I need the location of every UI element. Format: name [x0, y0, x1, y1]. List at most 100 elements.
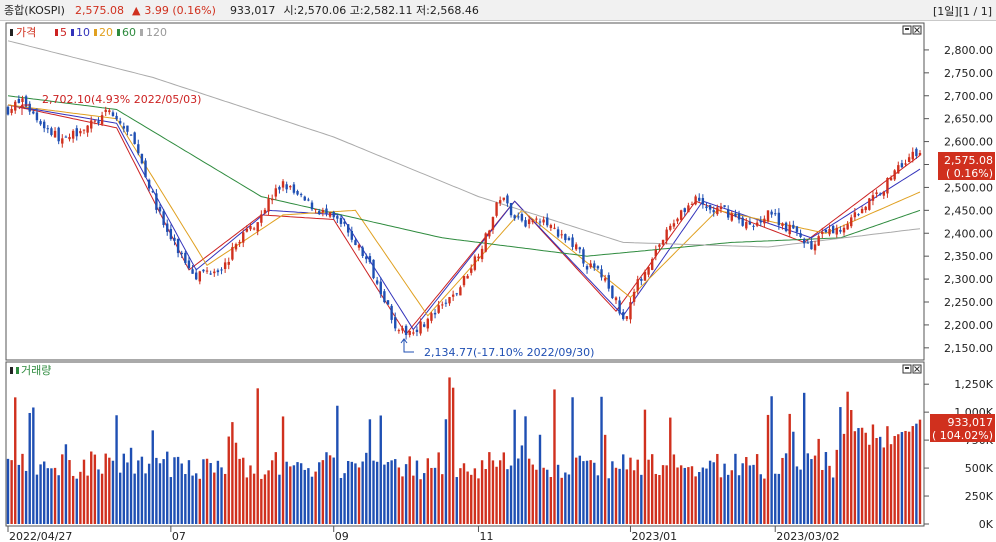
volume-bar [444, 419, 448, 524]
stock-chart[interactable]: 가격 5 10 20 60 120 거래량 2,702.10(4.93% 202… [0, 21, 996, 542]
candle-body [763, 218, 766, 224]
volume-bar [274, 452, 278, 524]
candle-body [383, 291, 386, 303]
candle-body [339, 217, 343, 224]
candle-body [32, 111, 35, 114]
candle-body [813, 244, 817, 251]
volume-bar [270, 460, 274, 524]
candle-body [368, 256, 372, 262]
volume-bar [459, 468, 462, 524]
volume-bar [368, 419, 372, 524]
candle-body [860, 208, 864, 214]
candle-body [466, 275, 469, 279]
candle-body [296, 191, 299, 195]
candle-body [394, 317, 397, 329]
volume-bar [14, 397, 17, 524]
candle-body [140, 153, 144, 164]
candle-body [878, 193, 882, 195]
candle-body [824, 229, 828, 233]
candle-body [126, 125, 129, 132]
volume-bar [50, 468, 53, 524]
candle-body [437, 305, 440, 313]
volume-bar [361, 461, 364, 524]
volume-bar [802, 392, 806, 524]
volume-bar [332, 457, 335, 524]
candle-body [495, 202, 498, 216]
legend-ma20: 20 [99, 26, 113, 39]
candle-body [408, 330, 411, 335]
volume-bar [90, 451, 93, 524]
y-tick-label: 2,250.00 [944, 296, 993, 309]
candle-body [470, 268, 473, 273]
volume-bar [654, 473, 658, 524]
candle-body [336, 216, 339, 219]
candle-body [672, 223, 676, 227]
volume-bar [426, 458, 430, 524]
candle-body [321, 210, 325, 213]
candle-body [169, 228, 173, 240]
volume-bar [144, 473, 147, 524]
volume-bar [719, 477, 723, 524]
volume-bar [379, 415, 382, 524]
volume-bar [683, 467, 686, 524]
x-tick-label: 07 [172, 530, 186, 542]
current-price: 2,575.08 [74, 3, 124, 17]
volume-bar [372, 460, 375, 524]
candle-body [614, 297, 618, 301]
volume-bar [723, 463, 726, 524]
volume-bar [799, 469, 802, 524]
candle-body [86, 125, 89, 133]
volume-bar [162, 459, 165, 524]
candle-body [654, 249, 658, 257]
volume-bar [346, 461, 350, 524]
volume-bar [716, 453, 719, 524]
volume-bar [64, 444, 68, 524]
volume-bar [625, 469, 629, 524]
svg-text:( 0.16%): ( 0.16%) [946, 167, 993, 180]
candle-body [538, 221, 542, 223]
candle-body [100, 115, 104, 125]
candle-body [412, 332, 415, 334]
candle-body [509, 202, 513, 216]
volume-panel-controls[interactable] [902, 364, 922, 374]
volume-bar [900, 432, 904, 524]
candle-body [343, 221, 346, 224]
candle-body [488, 230, 491, 237]
candle-body [238, 241, 241, 244]
legend-price: 가격 [16, 26, 36, 39]
candle-body [600, 269, 603, 278]
volume-bar [549, 477, 553, 524]
volume-bar [788, 413, 791, 524]
candle-body [687, 205, 690, 213]
volume-bar [694, 476, 697, 524]
candle-body [448, 297, 451, 304]
price-panel-controls[interactable] [902, 25, 922, 35]
volume-bar [875, 438, 878, 524]
volume-bar [339, 477, 343, 524]
candle-body [886, 178, 889, 194]
candle-body [690, 203, 694, 205]
y-tick-label: 2,500.00 [944, 181, 993, 194]
candle-body [741, 217, 744, 226]
candle-body [39, 121, 42, 125]
volume-bar [904, 430, 907, 524]
x-tick-label: 2023/01 [631, 530, 677, 542]
volume-bar [509, 465, 513, 524]
candle-body [618, 300, 621, 314]
volume-bar [491, 460, 495, 524]
volume-bar [68, 460, 71, 524]
svg-text:2,575.08: 2,575.08 [944, 154, 993, 167]
candle-body [184, 252, 187, 264]
volume-bar [281, 416, 285, 524]
volume-bar [256, 388, 259, 524]
volume-bar [191, 475, 194, 524]
candle-body [853, 212, 857, 218]
candle-body [629, 302, 632, 320]
volume-tick-label: 500K [965, 462, 994, 475]
volume-bar [886, 426, 889, 524]
volume-bar [140, 456, 144, 524]
volume-bar [267, 470, 270, 524]
period-page-selector[interactable]: [1일][1 / 1] [933, 5, 992, 18]
volume-tick-label: 250K [965, 490, 994, 503]
candle-body [524, 220, 527, 227]
